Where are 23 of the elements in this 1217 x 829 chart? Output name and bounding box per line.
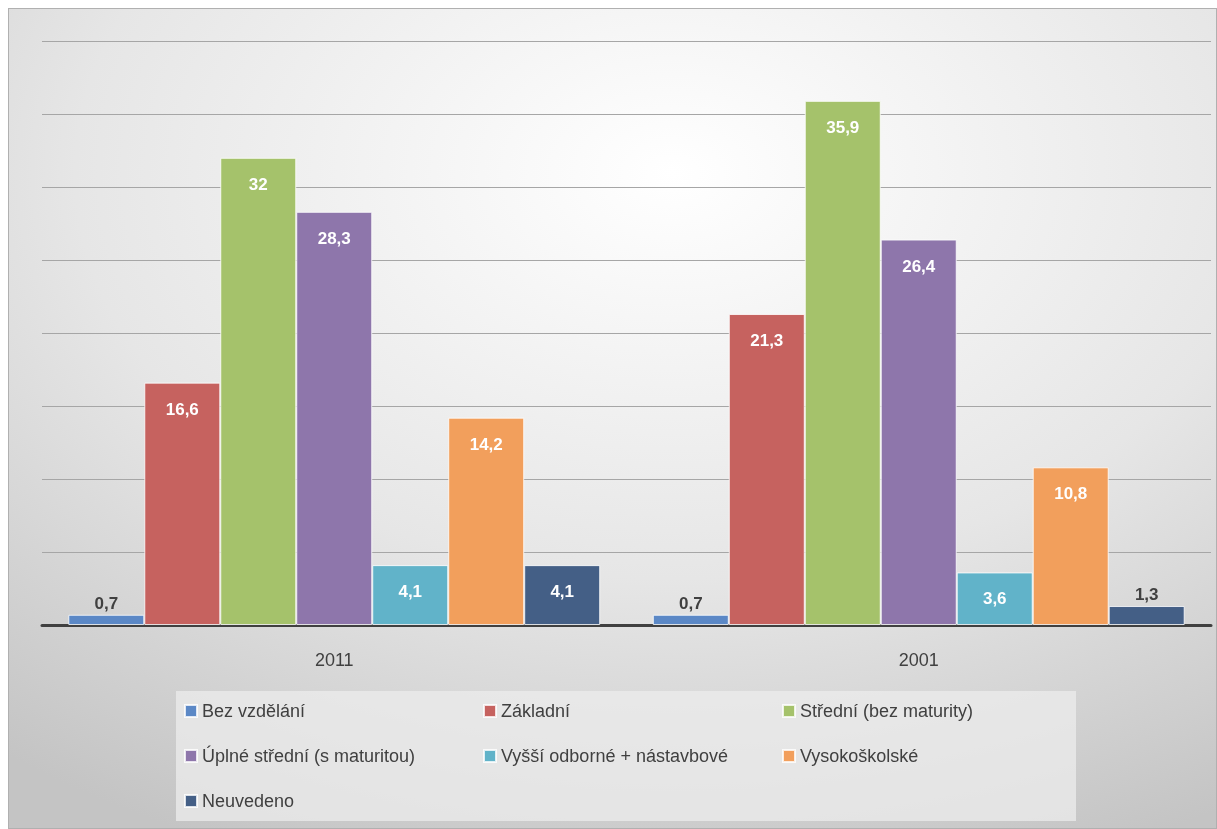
data-label: 32	[248, 174, 268, 194]
legend-label: Vysokoškolské	[800, 746, 919, 766]
legend-label: Základní	[501, 701, 571, 721]
legend-label: Úplné střední (s maturitou)	[202, 745, 416, 766]
data-label: 3,6	[982, 589, 1007, 609]
data-label: 26,4	[902, 256, 936, 276]
x-tick-label: 2001	[898, 650, 939, 670]
x-tick-label: 2011	[314, 650, 354, 670]
legend-label: Vyšší odborné + nástavbové	[501, 746, 728, 766]
legend-label: Neuvedeno	[202, 791, 295, 811]
data-label: 0,7	[678, 593, 703, 613]
data-label: 1,3	[1134, 585, 1159, 605]
data-label: 4,1	[398, 582, 423, 602]
data-label: 4,1	[550, 582, 575, 602]
data-label: 16,6	[165, 399, 199, 419]
legend-label: Bez vzdělání	[202, 701, 306, 721]
data-label: 10,8	[1054, 484, 1088, 504]
data-label: 0,7	[94, 593, 119, 613]
legend-label: Střední (bez maturity)	[800, 701, 974, 721]
data-label: 35,9	[826, 117, 860, 137]
data-label: 28,3	[317, 228, 351, 248]
data-label: 21,3	[750, 331, 784, 351]
data-label: 14,2	[469, 434, 503, 454]
